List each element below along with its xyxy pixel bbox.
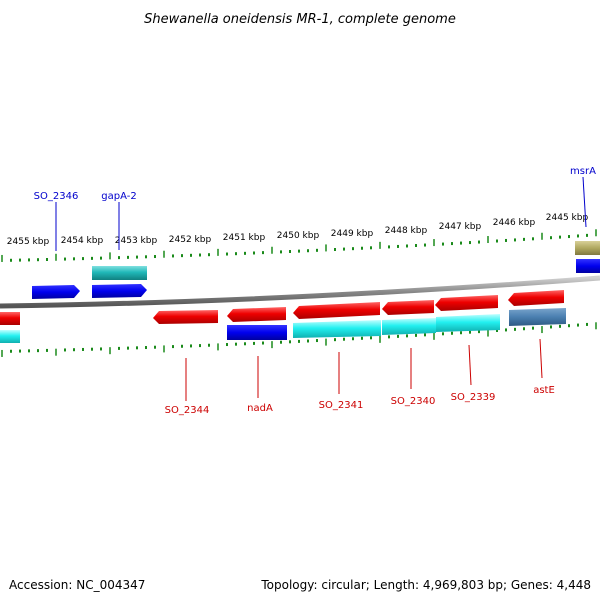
tick-label-2452: 2452 kbp (169, 235, 212, 245)
cds-gapa2[interactable] (92, 266, 147, 280)
tick-label-2455: 2455 kbp (7, 237, 50, 247)
forward-labels: SO_2346 gapA-2 msrA (34, 166, 596, 251)
cds-aste[interactable] (509, 308, 566, 326)
reverse-strand-features (0, 290, 566, 343)
accession-text: Accession: NC_004347 (9, 578, 146, 592)
tick-label-2449: 2449 kbp (331, 229, 374, 239)
cds-partial-left[interactable] (0, 330, 20, 343)
forward-strand-features (32, 241, 600, 299)
leader-aste (539, 338, 543, 379)
label-so2344[interactable]: SO_2344 (165, 405, 210, 416)
tick-labels: 2455 kbp 2454 kbp 2453 kbp 2452 kbp 2451… (7, 213, 589, 247)
tick-label-2448: 2448 kbp (385, 226, 428, 236)
cds-nada[interactable] (227, 325, 287, 340)
gene-nada[interactable] (227, 307, 286, 322)
gene-partial-left[interactable] (0, 312, 20, 325)
gene-so2339[interactable] (435, 295, 498, 311)
tick-label-2451: 2451 kbp (223, 233, 266, 243)
gene-msra[interactable] (576, 259, 600, 273)
map-title: Shewanella oneidensis MR-1, complete gen… (144, 12, 456, 27)
reverse-labels: SO_2344 nadA SO_2341 SO_2340 SO_2339 ast… (165, 338, 555, 416)
label-aste[interactable]: astE (533, 385, 555, 396)
label-so2339[interactable]: SO_2339 (451, 392, 496, 403)
gene-so2346[interactable] (32, 285, 80, 299)
label-so2341[interactable]: SO_2341 (319, 400, 364, 411)
lower-tick-track (1, 322, 597, 357)
label-nada[interactable]: nadA (247, 403, 273, 414)
label-gapa2[interactable]: gapA-2 (101, 191, 136, 202)
gene-aste[interactable] (508, 290, 564, 306)
genome-summary-text: Topology: circular; Length: 4,969,803 bp… (261, 578, 591, 592)
genome-backbone (0, 275, 600, 309)
leader-msra (582, 176, 587, 228)
tick-label-2453: 2453 kbp (115, 236, 158, 246)
gene-so2341[interactable] (293, 302, 380, 319)
gene-gapa2[interactable] (92, 284, 147, 298)
gene-so2340[interactable] (382, 300, 434, 315)
cds-so2341[interactable] (293, 320, 381, 338)
cds-msra[interactable] (575, 241, 600, 255)
cds-so2340[interactable] (382, 318, 436, 335)
label-so2346[interactable]: SO_2346 (34, 191, 79, 202)
upper-tick-track (1, 229, 597, 262)
tick-label-2446: 2446 kbp (493, 218, 536, 228)
label-msra[interactable]: msrA (570, 166, 596, 177)
cds-so2339[interactable] (436, 314, 500, 332)
tick-label-2450: 2450 kbp (277, 231, 320, 241)
tick-label-2454: 2454 kbp (61, 236, 104, 246)
tick-label-2447: 2447 kbp (439, 222, 482, 232)
gene-so2344[interactable] (153, 310, 218, 324)
label-so2340[interactable]: SO_2340 (391, 396, 436, 407)
tick-label-2445: 2445 kbp (546, 213, 589, 223)
leader-so2339 (468, 344, 472, 386)
